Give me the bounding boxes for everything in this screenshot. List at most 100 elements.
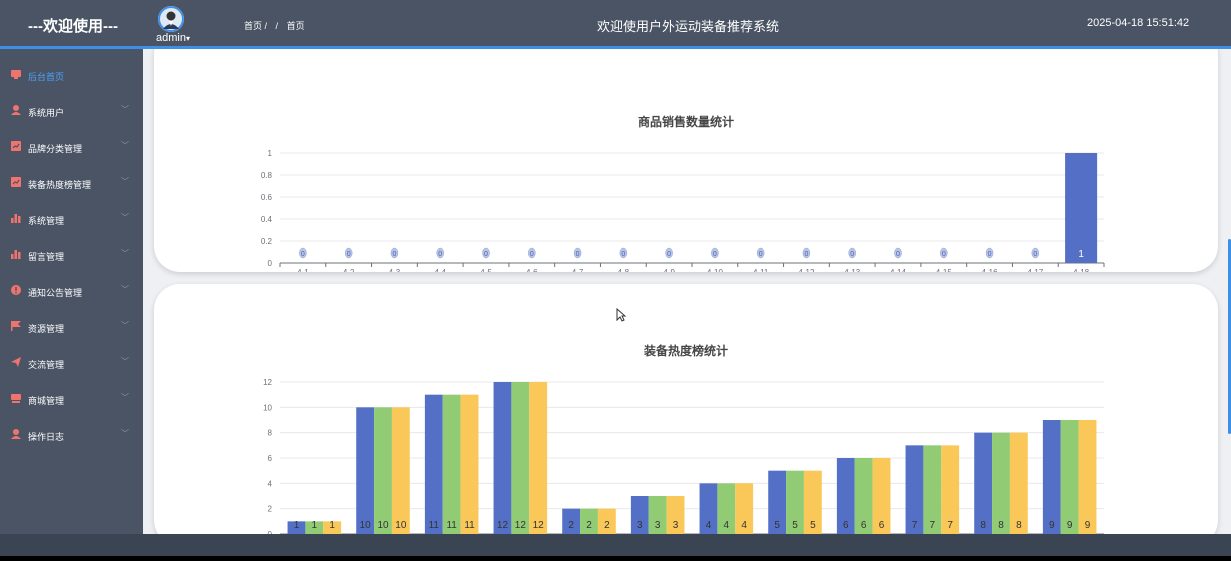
bar-label-badge (756, 247, 765, 259)
breadcrumb-item[interactable]: 首页 / (244, 21, 268, 31)
bar-value-label: 0 (667, 251, 671, 258)
bar-value-label: 1 (312, 520, 318, 531)
avatar[interactable] (158, 6, 184, 32)
bar[interactable] (854, 458, 873, 534)
bar[interactable] (391, 407, 410, 534)
flag-icon (11, 321, 21, 331)
bar-value-label: 5 (774, 520, 780, 531)
bar-value-label: 6 (879, 520, 885, 531)
sidebar-item-11[interactable]: 操作日志 ﹀ (0, 416, 143, 452)
bar-value-label: 1 (1078, 249, 1084, 260)
sidebar-item-1[interactable]: 后台首页 (0, 56, 143, 92)
sidebar-item-6[interactable]: 留言管理 ﹀ (0, 236, 143, 272)
bar[interactable] (493, 382, 512, 534)
bar[interactable] (768, 470, 787, 534)
bar-chart-icon (11, 250, 21, 259)
send-icon (11, 357, 21, 367)
chart-title: 装备热度榜统计 (643, 343, 728, 358)
bar-value-label: 12 (497, 520, 509, 531)
chevron-down-icon: ﹀ (121, 429, 129, 438)
x-tick-label: 4-11 (753, 268, 769, 272)
bar[interactable] (905, 445, 924, 534)
bar[interactable] (1042, 420, 1061, 534)
y-tick-label: 1 (268, 149, 273, 158)
bar-label-badge (299, 247, 307, 259)
bar-value-label: 0 (347, 251, 351, 258)
sidebar-item-8[interactable]: 资源管理 ﹀ (0, 308, 143, 344)
y-tick-label: 0.8 (261, 171, 273, 180)
bar-value-label: 5 (810, 520, 816, 531)
avatar-icon (158, 6, 184, 32)
bar-value-label: 0 (392, 251, 396, 258)
bar-value-label: 1 (294, 520, 300, 531)
sidebar-item-3[interactable]: 品牌分类管理 ﹀ (0, 128, 143, 164)
bar-label-badge (482, 247, 490, 259)
bar[interactable] (424, 394, 443, 534)
bar[interactable] (580, 508, 598, 534)
bar-value-label: 3 (673, 520, 679, 531)
bar[interactable] (717, 483, 736, 534)
scrollbar-thumb[interactable] (1228, 239, 1231, 434)
bar[interactable] (374, 407, 392, 534)
bar[interactable] (974, 432, 993, 534)
breadcrumb-item[interactable]: 首页 (286, 21, 305, 31)
sidebar-item-2[interactable]: 系统用户 ﹀ (0, 92, 143, 128)
user-menu[interactable]: admin▾ (156, 32, 190, 44)
bar-value-label: 7 (947, 520, 953, 531)
bar-value-label: 10 (395, 520, 407, 531)
bar[interactable] (1009, 432, 1028, 534)
user-icon (11, 429, 21, 439)
bar[interactable] (460, 394, 479, 534)
bar[interactable] (735, 483, 754, 534)
bar[interactable] (786, 470, 804, 534)
bar[interactable] (941, 445, 960, 534)
bar-value-label: 3 (637, 520, 643, 531)
bar[interactable] (529, 382, 548, 534)
bar[interactable] (356, 407, 375, 534)
bar-value-label: 0 (1033, 251, 1037, 258)
x-tick-label: 4-8 (618, 268, 630, 272)
bar[interactable] (648, 496, 667, 534)
bar[interactable] (562, 508, 581, 534)
bar[interactable] (992, 432, 1010, 534)
bar[interactable] (803, 470, 822, 534)
sidebar-item-10[interactable]: 商城管理 ﹀ (0, 380, 143, 416)
x-tick-label: 4-5 (480, 268, 492, 272)
sales-chart: 商品销售数量统计00.20.40.60.814-104-204-304-404-… (261, 114, 1105, 303)
bar[interactable] (630, 496, 649, 534)
bar[interactable] (1078, 420, 1097, 534)
chevron-down-icon: ﹀ (121, 105, 129, 114)
bar-label-badge (665, 247, 673, 259)
bar[interactable] (836, 458, 855, 534)
x-tick-label: 4-9 (663, 268, 675, 272)
sidebar-item-label: 操作日志 (28, 432, 65, 442)
bar[interactable] (666, 496, 685, 534)
bar[interactable] (699, 483, 718, 534)
x-tick-label: 4-12 (798, 268, 815, 272)
bar[interactable] (442, 394, 461, 534)
bar-value-label: 11 (464, 520, 475, 531)
breadcrumb: 首页 / / 首页 (244, 19, 311, 32)
user-icon (11, 105, 21, 115)
sidebar-item-5[interactable]: 系统管理 ﹀ (0, 200, 143, 236)
bar[interactable] (923, 445, 942, 534)
bar[interactable] (597, 508, 616, 534)
bar[interactable] (323, 521, 342, 534)
bar[interactable] (511, 382, 530, 534)
x-tick-label: 4-7 (572, 268, 584, 272)
sidebar-item-9[interactable]: 交流管理 ﹀ (0, 344, 143, 380)
x-tick-label: 4-17 (1027, 268, 1044, 272)
bar[interactable] (1060, 420, 1079, 534)
bar[interactable] (1065, 153, 1098, 263)
bar[interactable] (872, 458, 891, 534)
sidebar-item-4[interactable]: 装备热度榜管理 ﹀ (0, 164, 143, 200)
bar[interactable] (305, 521, 324, 534)
x-tick-label: 4-4 (434, 268, 446, 272)
bar-value-label: 0 (988, 251, 992, 258)
sidebar-item-7[interactable]: 通知公告管理 ﹀ (0, 272, 143, 308)
main-content: 商品销售数量统计00.20.40.60.814-104-204-304-404-… (143, 49, 1231, 534)
bar[interactable] (287, 521, 306, 534)
bar-value-label: 11 (446, 520, 457, 531)
x-tick-label: 4-14 (890, 268, 907, 272)
bar-value-label: 0 (301, 251, 305, 258)
